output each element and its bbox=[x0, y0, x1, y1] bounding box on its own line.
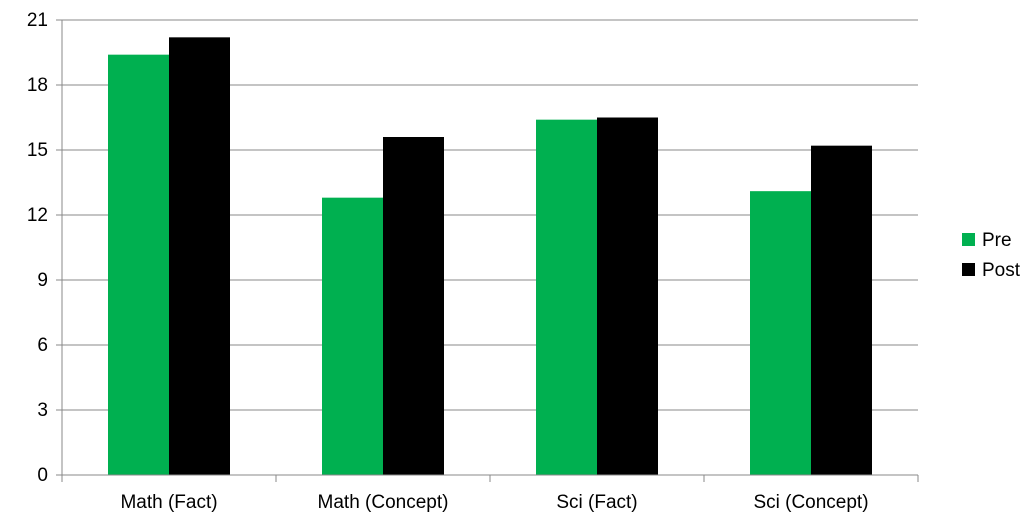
x-tick-labels: Math (Fact) Math (Concept) Sci (Fact) Sci (… bbox=[120, 492, 868, 513]
legend-label-post: Post bbox=[982, 260, 1021, 281]
bar-pre-2 bbox=[536, 119, 597, 476]
bar-pre-3 bbox=[750, 191, 811, 475]
bar-pre-1 bbox=[322, 197, 383, 475]
legend-swatch-post bbox=[962, 263, 975, 276]
bar-post-3 bbox=[811, 145, 872, 475]
y-tick-label: 6 bbox=[37, 335, 48, 356]
y-tick-label: 3 bbox=[37, 400, 48, 421]
bar-pre-0 bbox=[108, 54, 169, 476]
y-tick-labels: 0 3 6 9 12 15 18 21 bbox=[27, 10, 48, 486]
x-tick-label: Math (Fact) bbox=[120, 492, 217, 513]
bar-post-2 bbox=[597, 117, 658, 475]
y-tick-label: 9 bbox=[37, 270, 48, 291]
x-tick-label: Sci (Concept) bbox=[753, 492, 868, 513]
y-tick-label: 18 bbox=[27, 75, 48, 96]
axes bbox=[56, 19, 919, 482]
legend: Pre Post bbox=[962, 230, 1021, 281]
x-tick-label: Math (Concept) bbox=[318, 492, 449, 513]
y-tick-label: 12 bbox=[27, 205, 48, 226]
y-tick-label: 0 bbox=[37, 465, 48, 486]
bar-post-1 bbox=[383, 137, 444, 475]
bars bbox=[108, 37, 872, 476]
y-tick-label: 21 bbox=[27, 10, 48, 31]
bar-post-0 bbox=[169, 37, 230, 475]
legend-swatch-pre bbox=[962, 233, 975, 246]
x-tick-label: Sci (Fact) bbox=[556, 492, 637, 513]
y-tick-label: 15 bbox=[27, 140, 48, 161]
legend-label-pre: Pre bbox=[982, 230, 1012, 251]
